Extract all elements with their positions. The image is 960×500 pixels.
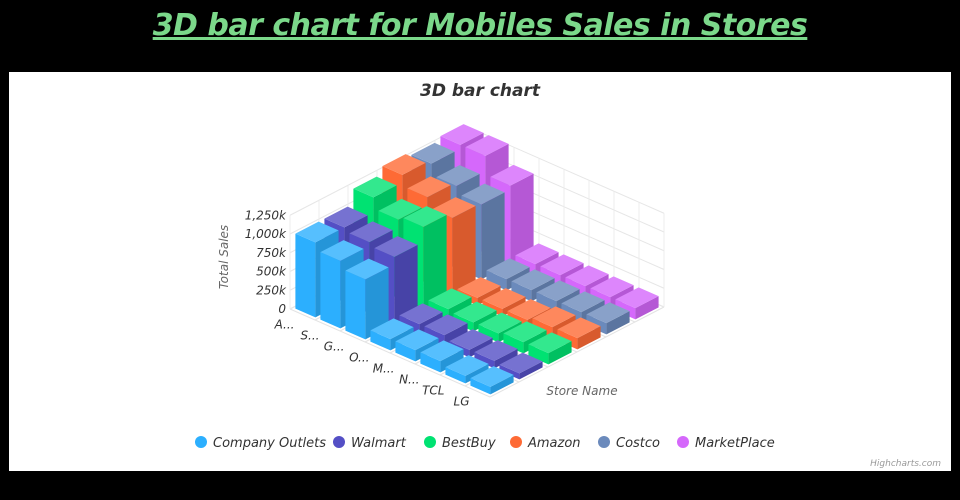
legend-marker-icon	[195, 436, 207, 448]
legend-label: Walmart	[351, 436, 407, 451]
y-tick-label: 250k	[256, 283, 287, 297]
y-tick-label: 750k	[256, 246, 287, 260]
chart-credits[interactable]: Highcharts.com	[870, 459, 941, 469]
legend-label: Costco	[616, 436, 660, 451]
x-tick-label: N...	[399, 373, 419, 387]
bar-company-outlets-5[interactable]	[420, 340, 464, 373]
legend-item-costco[interactable]: Costco	[598, 436, 660, 451]
bar-walmart-7[interactable]	[499, 352, 543, 380]
chart-3d-bar: 0 250k 500k 750k 1,000k 1,250k Total Sales A...…	[195, 81, 941, 469]
z-axis-title: Store Name	[546, 384, 617, 398]
y-tick-label: 1,250k	[245, 208, 287, 222]
x-tick-label: M...	[373, 362, 395, 376]
legend-marker-icon	[510, 436, 522, 448]
legend-marker-icon	[677, 436, 689, 448]
x-tick-label: O...	[349, 351, 369, 365]
legend-marker-icon	[424, 436, 436, 448]
x-tick-label: S...	[300, 329, 319, 343]
bar-walmart-6[interactable]	[474, 340, 518, 369]
legend-label: Company Outlets	[213, 436, 326, 451]
legend-label: Amazon	[527, 436, 581, 451]
bar-bestbuy-7[interactable]	[528, 332, 572, 365]
legend-item-amazon[interactable]: Amazon	[510, 436, 581, 451]
chart-bars	[295, 124, 659, 395]
legend-marker-icon	[598, 436, 610, 448]
x-tick-label: LG	[454, 395, 470, 409]
y-axis-title: Total Sales	[217, 225, 231, 289]
chart-panel: 0 250k 500k 750k 1,000k 1,250k Total Sales A...…	[9, 72, 951, 471]
legend-item-bestbuy[interactable]: BestBuy	[424, 436, 496, 451]
x-tick-label: TCL	[422, 384, 444, 398]
chart-title: 3D bar chart	[420, 81, 541, 101]
y-tick-label: 0	[278, 302, 286, 316]
x-tick-label: A...	[274, 318, 295, 332]
x-tick-label: G...	[324, 340, 345, 354]
legend-label: BestBuy	[442, 436, 496, 451]
bar-company-outlets-7[interactable]	[470, 366, 514, 395]
legend-marker-icon	[333, 436, 345, 448]
y-tick-label: 1,000k	[245, 227, 287, 241]
page-title: 3D bar chart for Mobiles Sales in Stores	[152, 8, 808, 43]
legend-item-marketplace[interactable]: MarketPlace	[677, 436, 775, 451]
legend-item-walmart[interactable]: Walmart	[333, 436, 407, 451]
chart-legend: Company Outlets Walmart BestBuy Amazon Costc…	[195, 436, 775, 451]
legend-item-company-outlets[interactable]: Company Outlets	[195, 436, 326, 451]
y-tick-label: 500k	[256, 265, 287, 279]
bar-company-outlets-2[interactable]	[345, 258, 389, 340]
legend-label: MarketPlace	[695, 436, 775, 451]
